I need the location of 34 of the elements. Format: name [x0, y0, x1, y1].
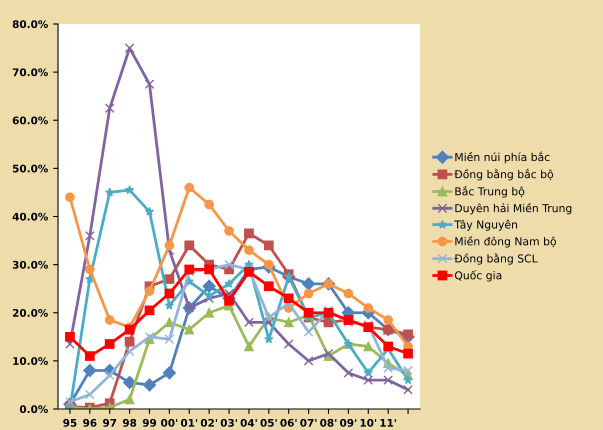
x-tick-label: 99: [142, 418, 156, 427]
x-tick-label: 97: [103, 418, 116, 427]
y-tick-label: 80.0%: [12, 20, 48, 28]
y-tick-label: 0.0%: [20, 405, 48, 414]
legend-label: Duyên hải Miền Trung: [455, 202, 572, 214]
x-tick-label: 08': [320, 418, 336, 427]
y-tick-label: 70.0%: [12, 68, 48, 76]
x-tick-label: 03': [220, 418, 237, 427]
y-tick-label: 20.0%: [12, 308, 48, 317]
y-tick-label: 60.0%: [12, 116, 48, 124]
legend-label: Miền đông Nam bộ: [455, 236, 556, 248]
x-tick-label: 02': [200, 418, 218, 427]
legend-label: Quốc gia: [454, 270, 502, 282]
x-tick-label: 09': [340, 418, 356, 427]
y-tick-label: 50.0%: [12, 164, 48, 172]
y-tick-label: 40.0%: [12, 212, 48, 221]
x-tick-label: 10': [360, 418, 376, 427]
y-tick-label: 30.0%: [12, 260, 48, 269]
legend-label: Miền núi phía bắc: [455, 152, 550, 164]
legend-label: Đồng bằng bắc bộ: [454, 168, 554, 180]
x-tick-label: 98: [122, 418, 136, 427]
x-tick-label: 04': [240, 418, 257, 427]
x-tick-label: 00': [161, 418, 178, 427]
x-tick-label: 06': [280, 418, 297, 427]
legend-label: Tây Nguyên: [454, 220, 518, 231]
y-tick-label: 10.0%: [13, 357, 48, 365]
legend-label: Bắc Trung bộ: [455, 186, 524, 198]
x-tick-label: 01': [180, 418, 198, 427]
x-tick-label: 05': [260, 418, 277, 427]
x-tick-label: 07': [300, 418, 316, 427]
x-tick-label: 96: [83, 418, 97, 427]
legend-label: Đồng bằng SCL: [454, 252, 538, 265]
x-tick-label: 95: [63, 418, 76, 427]
x-tick-label: 11': [380, 419, 396, 427]
